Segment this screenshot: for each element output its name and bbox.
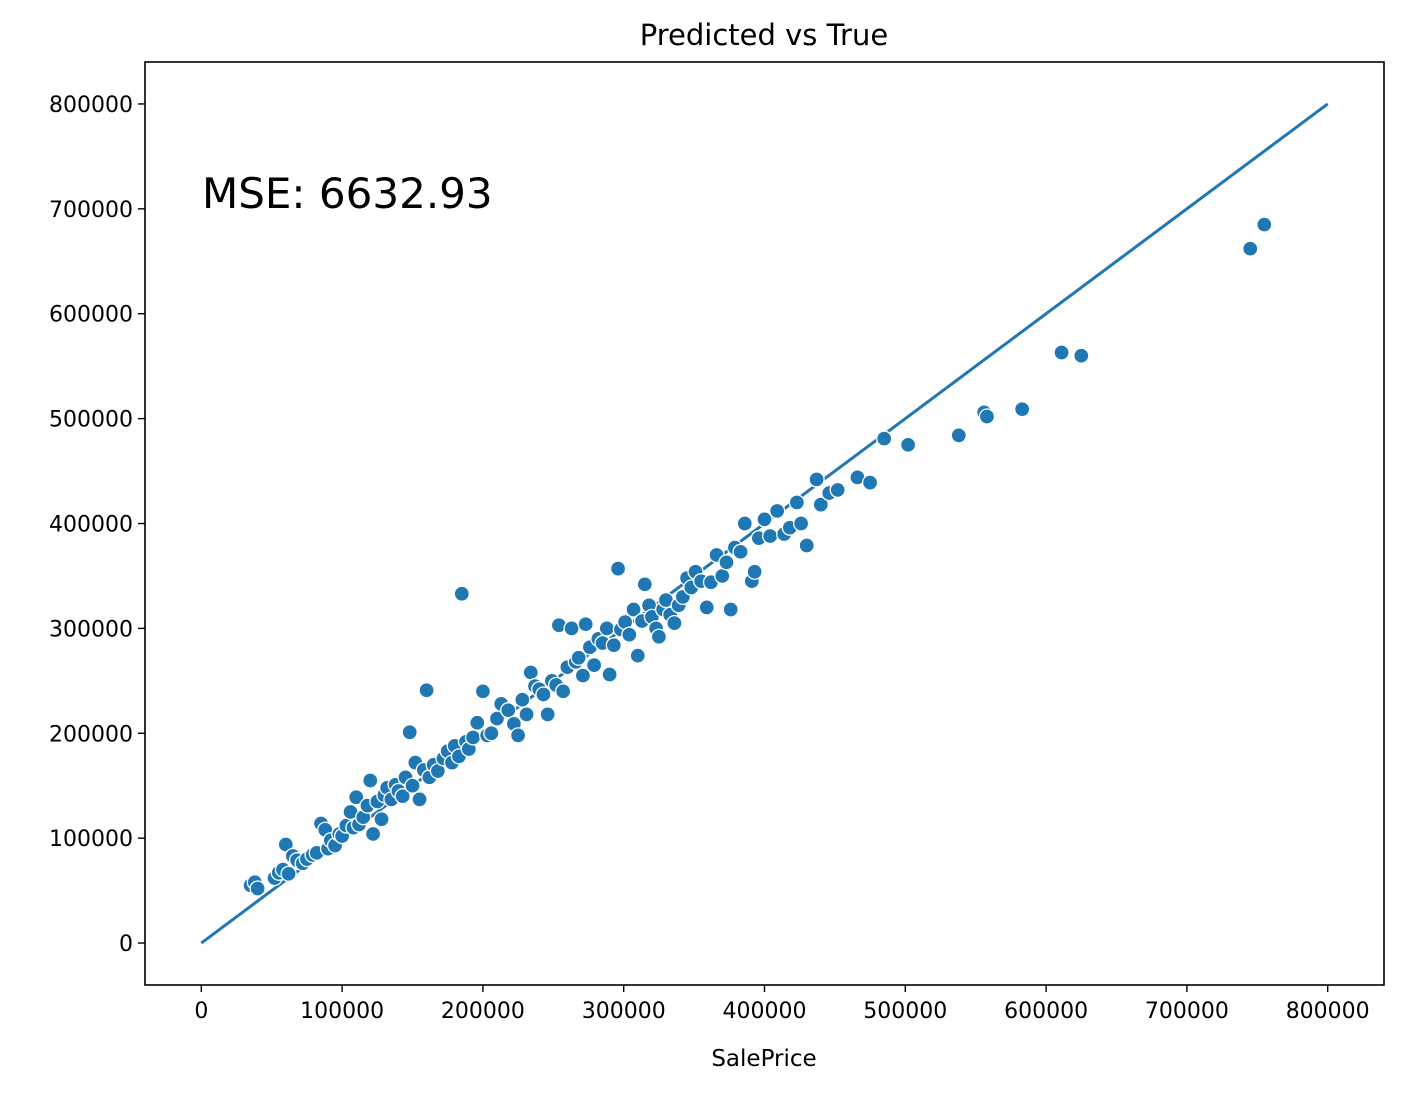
data-point [732,543,749,560]
data-point [876,430,893,447]
data-point [625,601,642,618]
y-tick-label: 700000 [49,198,133,223]
x-tick-label: 500000 [863,999,947,1024]
data-point [570,649,587,666]
data-point [577,616,594,633]
data-point [394,788,411,805]
y-tick-label: 800000 [49,93,133,118]
x-tick-label: 100000 [300,999,384,1024]
data-point [746,563,763,580]
y-tick-label: 400000 [49,513,133,538]
data-point [555,683,572,700]
data-point [978,408,996,425]
y-tick-label: 100000 [49,827,133,852]
y-axis: 0 100000 200000 300000 400000 500000 600000 700… [49,93,145,957]
data-point [714,567,731,585]
data-point [535,686,552,703]
data-point [1073,347,1090,364]
x-axis: 0 100000 200000 300000 400000 500000 600000 700… [194,985,1370,1024]
data-point [411,791,428,808]
data-point [453,585,470,602]
y-tick-label: 500000 [49,408,133,433]
data-point [522,664,539,681]
mse-annotation: MSE: 6632.93 [202,169,493,218]
data-point [769,502,786,520]
data-point [500,702,517,719]
data-point [629,647,646,664]
data-point [1242,240,1259,257]
x-tick-label: 700000 [1145,999,1229,1024]
data-point [362,772,379,789]
data-point [605,637,622,654]
data-point [509,727,527,744]
x-tick-label: 300000 [582,999,666,1024]
data-point [1014,401,1031,418]
data-point [464,729,482,746]
data-point [798,537,815,554]
data-point [280,865,297,882]
data-point [756,511,773,528]
y-tick-label: 300000 [49,617,133,642]
data-point [518,706,535,723]
data-point [598,620,615,637]
data-point [601,666,618,683]
plot-area [200,102,1329,945]
data-point [666,614,683,632]
data-point [483,725,500,742]
data-point [636,576,653,593]
data-point [474,683,492,700]
data-point [563,620,580,637]
data-point [829,481,846,499]
data-point [761,527,779,545]
data-point [469,714,486,731]
data-point [488,710,506,727]
data-point [539,706,556,723]
x-tick-label: 800000 [1286,999,1370,1024]
data-point [722,601,739,618]
chart-title: Predicted vs True [640,18,888,52]
data-point [585,656,603,674]
data-point [373,811,390,828]
data-point [899,436,917,453]
data-point [950,427,967,444]
x-tick-label: 600000 [1004,999,1088,1024]
data-point [788,494,806,511]
data-point [348,789,365,806]
data-point [364,825,382,843]
data-point [401,724,418,741]
data-point [812,496,829,513]
data-point [609,560,627,577]
x-tick-label: 400000 [723,999,807,1024]
data-point [249,880,266,897]
x-axis-label: SalePrice [711,1046,816,1072]
y-tick-label: 0 [119,932,133,957]
data-point [514,691,531,708]
y-tick-label: 200000 [49,722,133,747]
data-point [792,515,810,532]
data-point [861,474,879,491]
data-point [418,682,435,699]
data-point [1053,344,1070,361]
data-point [574,667,592,684]
data-point [718,554,735,571]
data-point [736,515,753,532]
x-tick-label: 200000 [441,999,525,1024]
data-point [404,777,421,794]
data-point [698,599,715,616]
x-tick-label: 0 [194,999,208,1024]
data-point [1256,216,1273,233]
data-point [621,626,638,643]
data-point [808,471,825,488]
data-point [650,628,668,645]
y-tick-label: 600000 [49,303,133,328]
